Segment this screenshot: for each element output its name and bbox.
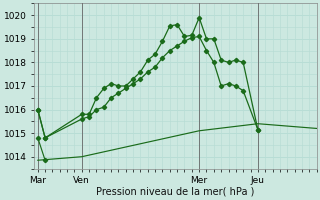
X-axis label: Pression niveau de la mer( hPa ): Pression niveau de la mer( hPa ) — [96, 187, 254, 197]
